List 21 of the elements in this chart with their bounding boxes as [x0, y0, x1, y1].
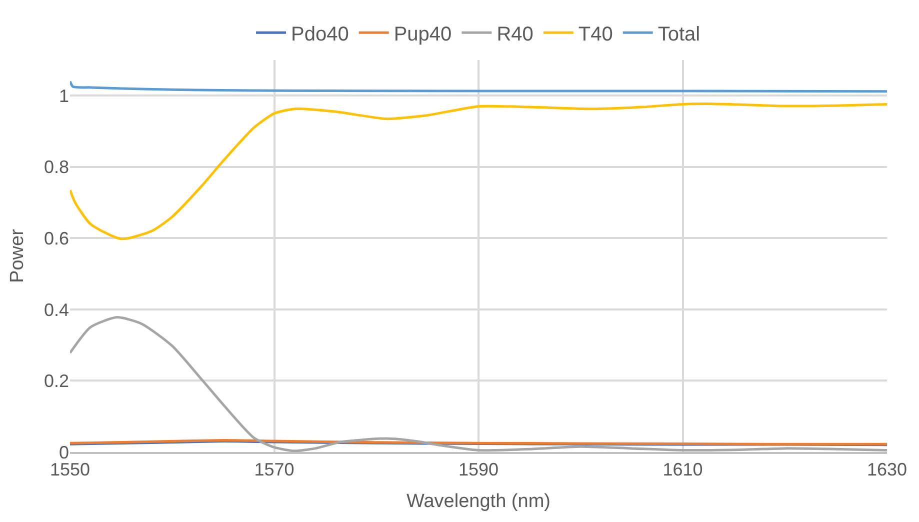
x-tick-label: 1570 [254, 460, 294, 480]
legend-label: Pup40 [394, 23, 452, 46]
line-series [70, 102, 887, 240]
x-tick-label: 1590 [458, 460, 499, 480]
x-tick-label: 1550 [50, 460, 90, 480]
legend-label: Total [658, 23, 700, 46]
y-tick-label: 0.2 [44, 371, 69, 392]
y-tick-label: 0.4 [44, 300, 69, 320]
x-tick-label: 1610 [662, 460, 703, 480]
legend-label: R40 [496, 23, 534, 46]
x-tick-label: 1630 [866, 460, 908, 480]
x-axis-title: Wavelength (nm) [406, 490, 550, 512]
line-series [70, 316, 887, 452]
y-tick-label: 1 [58, 86, 69, 106]
y-tick-label: 0 [58, 442, 69, 462]
y-tick-label: 0.6 [44, 228, 69, 248]
y-tick-label: 0.8 [44, 157, 69, 178]
legend-label: T40 [578, 23, 613, 46]
line-series [70, 80, 887, 93]
legend-label: Pdo40 [291, 23, 349, 46]
y-axis-title: Power [6, 228, 28, 283]
